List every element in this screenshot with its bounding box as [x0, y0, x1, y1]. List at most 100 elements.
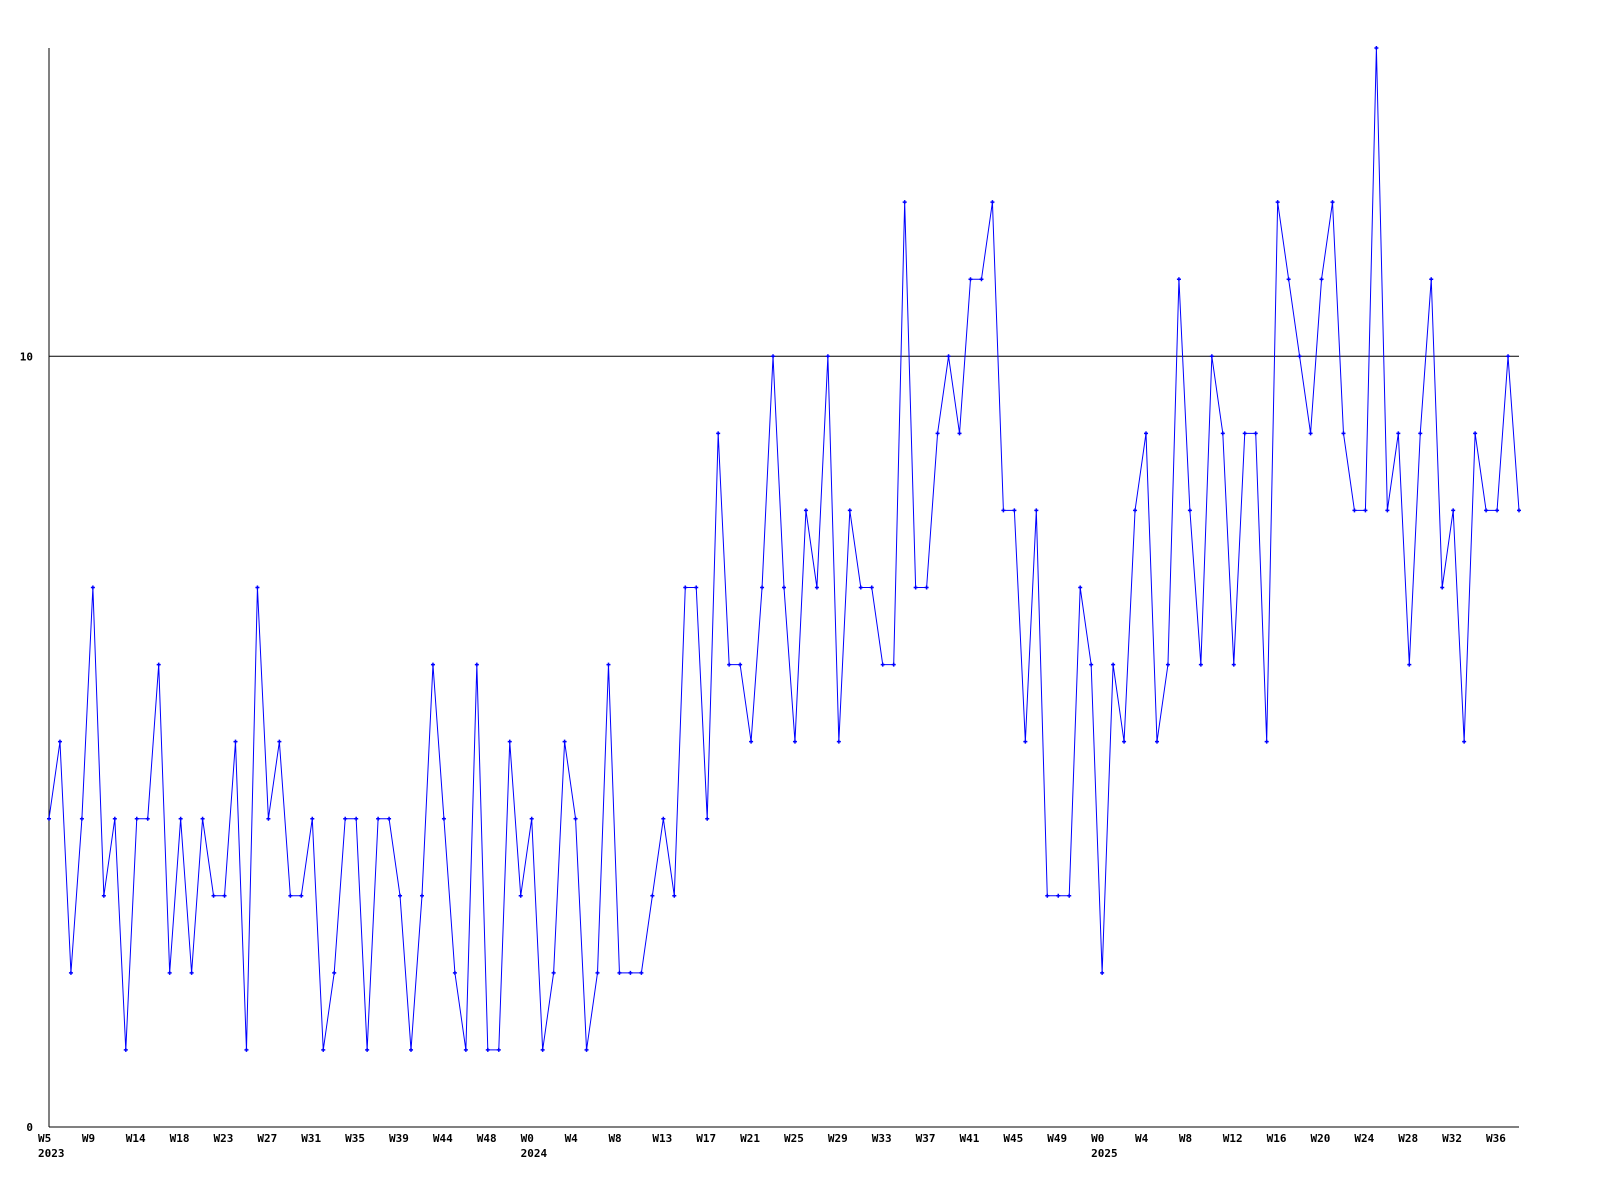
data-point	[1484, 508, 1489, 513]
data-point	[1462, 739, 1467, 744]
data-point	[891, 662, 896, 667]
x-tick-label: W14	[126, 1132, 146, 1145]
data-point	[310, 816, 315, 821]
data-point	[1418, 431, 1423, 436]
x-tick-label: W8	[608, 1132, 621, 1145]
data-point	[332, 970, 337, 975]
data-point	[650, 893, 655, 898]
data-point	[134, 816, 139, 821]
x-tick-label: W29	[828, 1132, 848, 1145]
x-tick-label: W12	[1223, 1132, 1243, 1145]
data-point	[1396, 431, 1401, 436]
data-point	[979, 277, 984, 282]
data-point	[639, 970, 644, 975]
data-point	[803, 508, 808, 513]
x-tick-label: W35	[345, 1132, 365, 1145]
data-point	[1517, 508, 1521, 513]
data-point	[551, 970, 556, 975]
x-tick-label: W23	[214, 1132, 234, 1145]
data-point	[1089, 662, 1094, 667]
data-point	[705, 816, 710, 821]
x-tick-label: W16	[1267, 1132, 1287, 1145]
data-point	[595, 970, 600, 975]
data-point	[782, 585, 786, 590]
data-point	[1133, 508, 1138, 513]
data-point	[1100, 970, 1105, 975]
x-tick-label: W4	[565, 1132, 579, 1145]
data-point	[1067, 893, 1072, 898]
data-point	[1220, 431, 1225, 436]
data-point	[1154, 739, 1159, 744]
data-point	[902, 200, 907, 205]
x-tick-label: W17	[696, 1132, 716, 1145]
series-line	[48, 47, 1520, 1051]
data-point	[112, 816, 117, 821]
data-point	[1319, 277, 1324, 282]
data-point	[716, 431, 721, 436]
data-point	[694, 585, 699, 590]
data-point	[463, 1047, 468, 1052]
data-point	[858, 585, 863, 590]
x-tick-label: W20	[1311, 1132, 1331, 1145]
x-tick-label: W18	[170, 1132, 190, 1145]
data-point	[562, 739, 567, 744]
x-tick-label: W13	[652, 1132, 672, 1145]
x-tick-label: W48	[477, 1132, 497, 1145]
data-point	[277, 739, 282, 744]
data-point	[79, 816, 84, 821]
data-point	[376, 816, 381, 821]
x-tick-label: W44	[433, 1132, 453, 1145]
data-point	[299, 893, 304, 898]
data-point	[1034, 508, 1039, 513]
data-point	[1023, 739, 1028, 744]
x-tick-label: W31	[301, 1132, 321, 1145]
data-point	[880, 662, 885, 667]
data-point	[946, 354, 951, 359]
data-point	[365, 1047, 370, 1052]
data-point	[123, 1047, 128, 1052]
data-point	[1286, 277, 1291, 282]
data-point	[1111, 662, 1116, 667]
data-point	[1264, 739, 1269, 744]
data-point	[1078, 585, 1083, 590]
data-point	[244, 1047, 249, 1052]
data-point	[825, 354, 830, 359]
data-point	[101, 893, 106, 898]
x-tick-label: W9	[82, 1132, 95, 1145]
data-point	[452, 970, 457, 975]
data-point	[145, 816, 150, 821]
data-point	[430, 662, 435, 667]
x-tick-label: W0	[521, 1132, 534, 1145]
data-point	[1308, 431, 1313, 436]
data-point	[288, 893, 293, 898]
data-point	[57, 739, 62, 744]
data-point	[178, 816, 183, 821]
data-point	[957, 431, 962, 436]
data-point	[738, 662, 743, 667]
data-point	[1363, 508, 1368, 513]
data-point	[749, 739, 754, 744]
x-tick-label: W8	[1179, 1132, 1192, 1145]
data-point	[1045, 893, 1050, 898]
data-point	[485, 1047, 490, 1052]
data-point	[1122, 739, 1127, 744]
data-point	[419, 893, 424, 898]
data-point	[321, 1047, 326, 1052]
data-point	[1330, 200, 1335, 205]
data-point	[1198, 662, 1203, 667]
data-point	[200, 816, 205, 821]
data-point	[869, 585, 874, 590]
data-point	[913, 585, 918, 590]
data-point	[924, 585, 929, 590]
data-point	[1144, 431, 1149, 436]
data-point	[1275, 200, 1280, 205]
data-point	[1407, 662, 1412, 667]
data-point	[814, 585, 819, 590]
data-point	[409, 1047, 414, 1052]
data-point	[847, 508, 852, 513]
data-point	[1209, 354, 1214, 359]
data-point	[1056, 893, 1061, 898]
data-point	[760, 585, 765, 590]
x-tick-label: W45	[1003, 1132, 1023, 1145]
